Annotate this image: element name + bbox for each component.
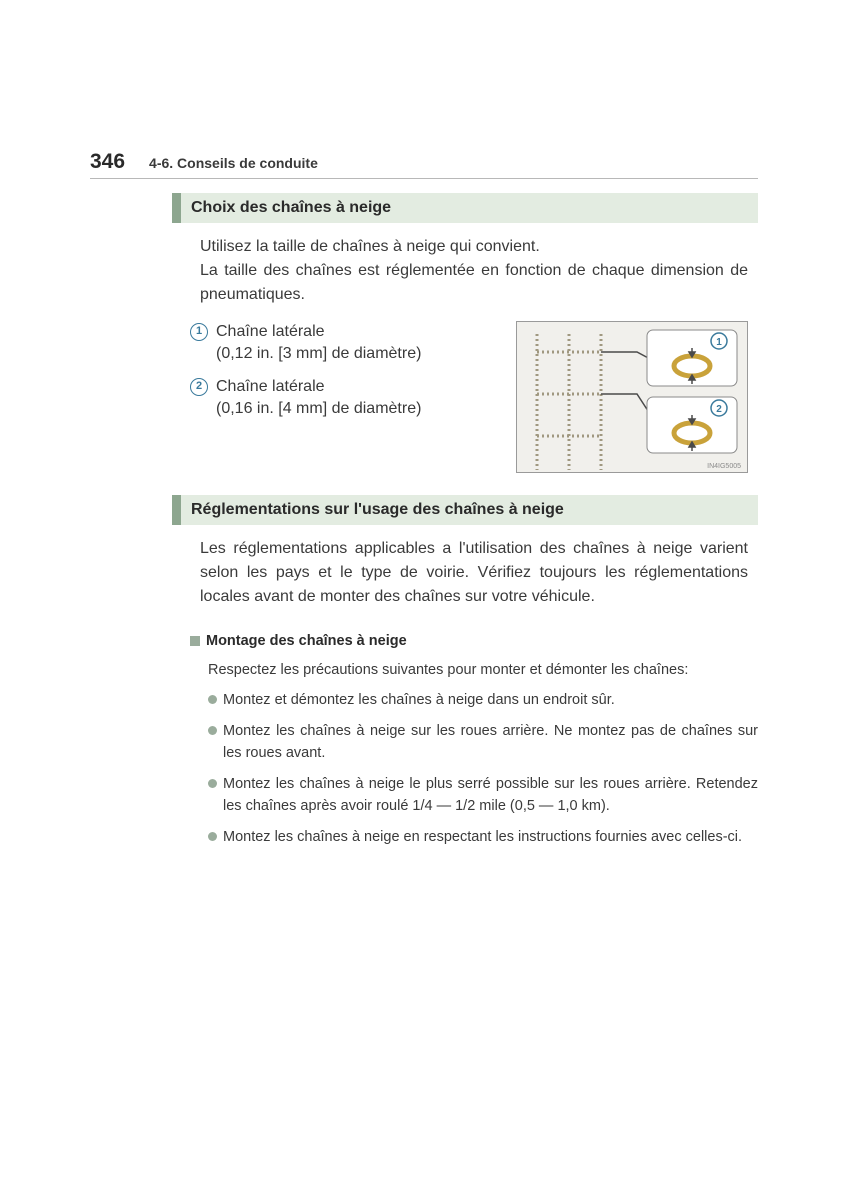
number-badge-icon: 2 <box>190 378 208 396</box>
regulations-body: Les réglementations applicables a l'util… <box>200 537 748 609</box>
section-title-regulations: Réglementations sur l'usage des chaînes … <box>172 495 758 525</box>
item-text: Chaîne latérale (0,16 in. [4 mm] de diam… <box>216 376 421 421</box>
bullet-text: Montez les chaînes à neige le plus serré… <box>223 773 758 818</box>
intro-line-1: Utilisez la taille de chaînes à neige qu… <box>200 238 540 255</box>
round-bullet-icon <box>208 695 217 704</box>
bullet-item: Montez les chaînes à neige en respectant… <box>208 826 758 848</box>
bullet-text: Montez les chaînes à neige sur les roues… <box>223 720 758 765</box>
item-label: Chaîne latérale <box>216 378 325 395</box>
page-header: 346 4-6. Conseils de conduite <box>90 150 758 179</box>
numbered-list: 1 Chaîne latérale (0,12 in. [3 mm] de di… <box>190 321 496 473</box>
round-bullet-icon <box>208 779 217 788</box>
item-subtext: (0,12 in. [3 mm] de diamètre) <box>216 343 421 365</box>
round-bullet-icon <box>208 726 217 735</box>
mounting-section: Montage des chaînes à neige Respectez le… <box>190 633 758 848</box>
bullet-text: Montez les chaînes à neige en respectant… <box>223 826 742 848</box>
section-path: 4-6. Conseils de conduite <box>149 155 318 171</box>
list-item: 2 Chaîne latérale (0,16 in. [4 mm] de di… <box>190 376 496 421</box>
square-bullet-icon <box>190 636 200 646</box>
bullet-item: Montez les chaînes à neige le plus serré… <box>208 773 758 818</box>
bullet-item: Montez les chaînes à neige sur les roues… <box>208 720 758 765</box>
item-subtext: (0,16 in. [4 mm] de diamètre) <box>216 398 421 420</box>
intro-line-2: La taille des chaînes est réglementée en… <box>200 262 748 303</box>
mounting-header: Montage des chaînes à neige <box>190 633 758 649</box>
list-item: 1 Chaîne latérale (0,12 in. [3 mm] de di… <box>190 321 496 366</box>
item-label: Chaîne latérale <box>216 323 325 340</box>
chain-diagram-svg: 1 2 <box>517 322 747 472</box>
chain-diagram: 1 2 <box>516 321 748 473</box>
round-bullet-icon <box>208 832 217 841</box>
intro-text: Utilisez la taille de chaînes à neige qu… <box>200 235 748 307</box>
diagram-callout-2: 2 <box>716 404 722 415</box>
item-text: Chaîne latérale (0,12 in. [3 mm] de diam… <box>216 321 421 366</box>
items-and-diagram: 1 Chaîne latérale (0,12 in. [3 mm] de di… <box>190 321 748 473</box>
mounting-title: Montage des chaînes à neige <box>206 633 407 649</box>
page-content: 346 4-6. Conseils de conduite Choix des … <box>0 0 848 848</box>
diagram-code: IN4IG5005 <box>707 463 741 470</box>
bullet-item: Montez et démontez les chaînes à neige d… <box>208 689 758 711</box>
section-title-chains-choice: Choix des chaînes à neige <box>172 193 758 223</box>
mounting-intro: Respectez les précautions suivantes pour… <box>208 659 758 681</box>
diagram-callout-1: 1 <box>716 337 722 348</box>
page-number: 346 <box>90 150 125 174</box>
bullet-text: Montez et démontez les chaînes à neige d… <box>223 689 615 711</box>
number-badge-icon: 1 <box>190 323 208 341</box>
